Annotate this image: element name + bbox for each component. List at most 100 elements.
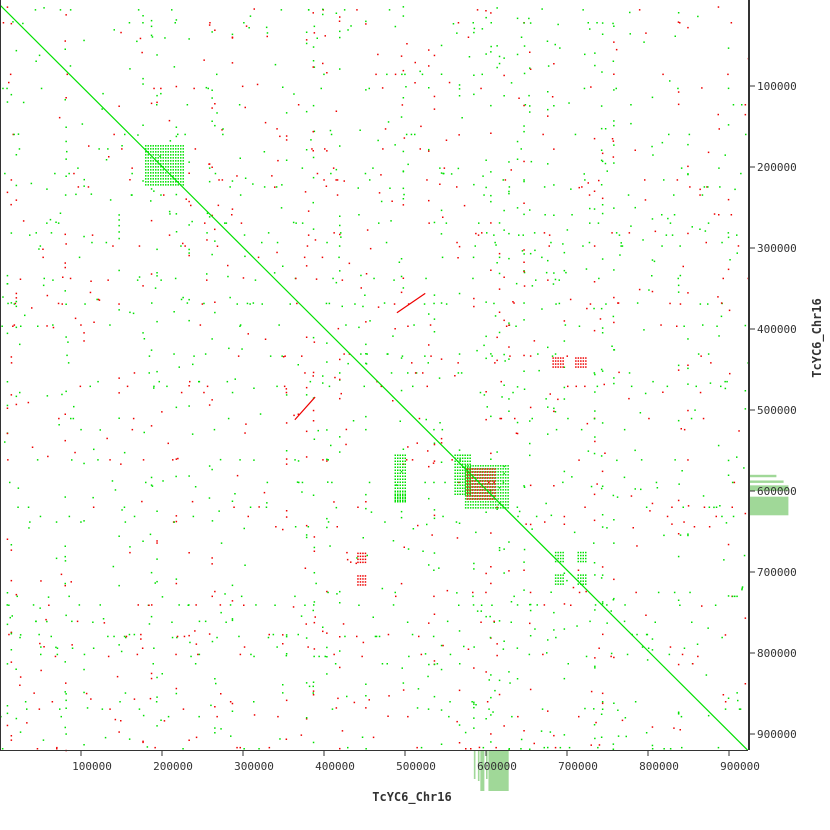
reverse-repeat-block-dot bbox=[486, 477, 489, 479]
forward-match-dot bbox=[243, 22, 245, 24]
forward-match-dot bbox=[481, 73, 483, 76]
reverse-match-dot bbox=[92, 506, 95, 508]
forward-repeat-block-dot bbox=[482, 504, 484, 506]
reverse-match-dot bbox=[523, 202, 525, 204]
forward-match-dot bbox=[206, 273, 208, 275]
reverse-repeat-block-dot bbox=[577, 363, 580, 365]
forward-match-dot bbox=[718, 167, 720, 169]
forward-match-dot bbox=[580, 428, 583, 431]
forward-repeat-block-dot bbox=[172, 172, 174, 174]
forward-match-dot bbox=[194, 486, 197, 488]
forward-repeat-block-dot bbox=[482, 471, 484, 473]
reverse-match-dot bbox=[188, 254, 190, 257]
reverse-match-dot bbox=[400, 55, 403, 57]
forward-match-dot bbox=[66, 354, 68, 357]
forward-match-dot bbox=[744, 390, 747, 392]
x-tick-label: 600000 bbox=[477, 760, 517, 773]
forward-repeat-block-dot bbox=[585, 560, 587, 563]
forward-match-dot bbox=[485, 159, 487, 161]
forward-match-dot bbox=[680, 715, 683, 718]
reverse-repeat-block-dot bbox=[559, 357, 562, 359]
forward-match-dot bbox=[226, 380, 229, 383]
forward-repeat-block-dot bbox=[180, 154, 182, 156]
reverse-match-dot bbox=[245, 25, 248, 27]
forward-match-dot bbox=[327, 481, 329, 483]
forward-repeat-block-dot bbox=[494, 489, 497, 491]
forward-repeat-block-dot bbox=[454, 463, 456, 465]
forward-match-dot bbox=[326, 458, 328, 461]
forward-match-dot bbox=[691, 621, 693, 623]
forward-match-dot bbox=[192, 363, 194, 366]
x-axis-label: TcYC6_Chr16 bbox=[372, 790, 451, 805]
forward-repeat-block-dot bbox=[394, 495, 396, 497]
reverse-match-dot bbox=[292, 606, 295, 608]
reverse-match-dot bbox=[430, 355, 432, 357]
reverse-match-dot bbox=[384, 128, 387, 130]
reverse-match-dot bbox=[339, 666, 341, 669]
forward-repeat-block-dot bbox=[180, 166, 182, 168]
forward-match-dot bbox=[186, 104, 189, 106]
reverse-match-dot bbox=[304, 372, 306, 374]
reverse-repeat-block-dot bbox=[582, 363, 585, 365]
forward-repeat-block-dot bbox=[487, 501, 489, 503]
forward-match-dot bbox=[677, 419, 680, 422]
forward-repeat-block-dot bbox=[487, 480, 489, 482]
reverse-repeat-block-dot bbox=[489, 489, 491, 491]
reverse-match-dot bbox=[149, 697, 152, 700]
reverse-match-dot bbox=[177, 457, 179, 460]
forward-match-dot bbox=[295, 222, 297, 224]
forward-repeat-block-dot bbox=[559, 580, 562, 582]
forward-match-dot bbox=[653, 260, 656, 263]
forward-match-dot bbox=[651, 259, 654, 261]
forward-match-dot bbox=[502, 481, 505, 484]
forward-match-dot bbox=[345, 324, 347, 326]
forward-repeat-block-dot bbox=[489, 501, 492, 503]
forward-match-dot bbox=[494, 241, 496, 244]
forward-repeat-block-dot bbox=[585, 577, 587, 579]
reverse-repeat-block-dot bbox=[479, 495, 481, 497]
reverse-match-dot bbox=[268, 633, 270, 636]
forward-match-dot bbox=[216, 73, 218, 76]
forward-match-dot bbox=[398, 261, 401, 263]
y-tick-label: 300000 bbox=[757, 242, 797, 255]
reverse-match-dot bbox=[341, 730, 344, 732]
forward-match-dot bbox=[239, 157, 241, 159]
forward-match-dot bbox=[475, 704, 477, 706]
forward-match-dot bbox=[266, 502, 268, 504]
forward-repeat-block-dot bbox=[497, 489, 499, 491]
forward-match-dot bbox=[566, 579, 568, 582]
forward-match-dot bbox=[132, 312, 135, 315]
forward-match-dot bbox=[24, 314, 26, 317]
reverse-match-dot bbox=[121, 148, 123, 150]
forward-match-dot bbox=[285, 635, 288, 638]
reverse-match-dot bbox=[380, 174, 382, 176]
forward-match-dot bbox=[282, 86, 284, 88]
forward-match-dot bbox=[156, 696, 158, 698]
reverse-repeat-block-dot bbox=[359, 552, 362, 555]
forward-repeat-block-dot bbox=[557, 583, 559, 585]
forward-repeat-block-dot bbox=[577, 574, 579, 576]
forward-match-dot bbox=[387, 121, 390, 123]
forward-match-dot bbox=[601, 71, 603, 73]
forward-repeat-block-dot bbox=[489, 483, 492, 485]
reverse-match-dot bbox=[6, 538, 9, 540]
forward-match-dot bbox=[64, 691, 66, 693]
reverse-match-dot bbox=[221, 179, 224, 181]
forward-repeat-block-dot bbox=[469, 480, 472, 482]
forward-match-dot bbox=[118, 219, 120, 221]
reverse-match-dot bbox=[36, 748, 39, 750]
forward-match-dot bbox=[613, 377, 615, 379]
forward-repeat-block-dot bbox=[454, 484, 456, 486]
forward-repeat-block-dot bbox=[182, 148, 184, 150]
forward-match-dot bbox=[594, 436, 596, 438]
reverse-match-dot bbox=[61, 303, 63, 305]
reverse-match-dot bbox=[247, 515, 249, 518]
reverse-match-dot bbox=[611, 232, 613, 234]
reverse-match-dot bbox=[586, 422, 589, 425]
forward-match-dot bbox=[360, 353, 362, 355]
forward-repeat-block-dot bbox=[484, 486, 487, 488]
forward-repeat-block-dot bbox=[474, 489, 477, 491]
forward-repeat-block-dot bbox=[499, 468, 502, 470]
forward-match-dot bbox=[679, 534, 682, 536]
forward-repeat-block-dot bbox=[397, 475, 399, 477]
